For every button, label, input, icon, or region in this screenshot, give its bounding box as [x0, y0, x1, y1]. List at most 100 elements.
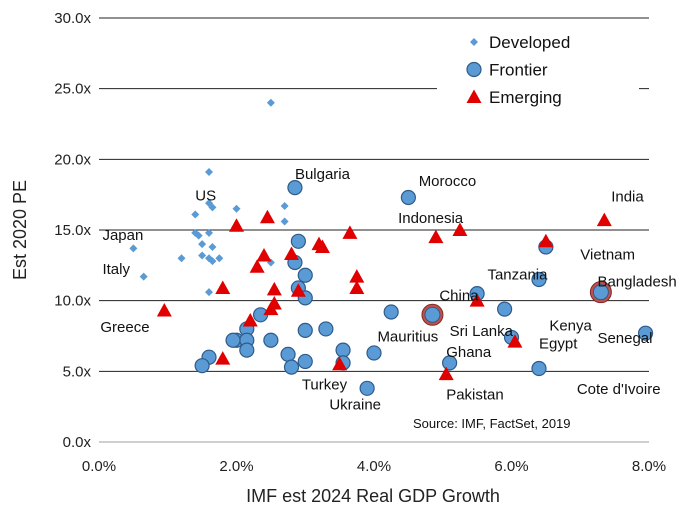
legend-label-emerging: Emerging — [489, 88, 562, 107]
developed-point — [266, 98, 275, 107]
emerging-point — [215, 280, 231, 294]
developed-point — [205, 288, 213, 297]
developed-point — [215, 254, 224, 263]
country-label: Pakistan — [446, 387, 504, 404]
y-tick-label: 20.0x — [54, 151, 91, 168]
frontier-point — [239, 342, 255, 358]
country-label: India — [611, 189, 644, 206]
emerging-point — [284, 246, 299, 261]
grid-layer — [99, 17, 649, 372]
legend-label-frontier: Frontier — [489, 61, 548, 80]
emerging-point — [242, 312, 258, 327]
developed-point — [205, 228, 213, 237]
developed-point — [280, 217, 289, 226]
frontier-point — [531, 360, 547, 377]
frontier-point — [280, 346, 296, 362]
country-label: Tanzania — [487, 266, 548, 283]
frontier-point — [287, 180, 303, 196]
frontier-point — [263, 332, 279, 348]
country-label: Bulgaria — [295, 166, 351, 183]
emerging-point — [263, 301, 279, 316]
emerging-point — [249, 259, 265, 273]
developed-point — [194, 231, 203, 240]
frontier-point — [318, 321, 334, 337]
country-label: Senegal — [597, 330, 652, 347]
country-label: China — [439, 288, 479, 305]
emerging-point — [256, 247, 272, 262]
frontier-point — [497, 301, 513, 317]
x-axis-title: IMF est 2024 Real GDP Growth — [246, 486, 500, 506]
frontier-point — [297, 322, 313, 338]
emerging-point — [229, 218, 244, 232]
developed-point — [232, 204, 241, 213]
legend: Developed Frontier Emerging — [437, 26, 639, 110]
country-label: Bangladesh — [597, 274, 676, 291]
emerging-point — [507, 334, 523, 348]
x-tick-label: 8.0% — [632, 458, 666, 475]
frontier-point — [531, 271, 547, 288]
y-tick-label: 25.0x — [54, 81, 91, 98]
frontier-point — [297, 353, 313, 370]
legend-marker-frontier — [466, 61, 482, 78]
emerging-point — [452, 222, 468, 236]
developed-point — [208, 203, 217, 212]
developed-point — [208, 257, 217, 266]
emerging-point — [428, 229, 444, 244]
country-label: Italy — [102, 261, 130, 278]
frontier-point — [335, 342, 351, 358]
country-label: Morocco — [419, 173, 477, 190]
y-tick-label: 0.0x — [63, 434, 92, 451]
developed-point — [177, 254, 186, 263]
country-label: Japan — [102, 227, 143, 244]
frontier-point — [290, 233, 306, 249]
country-label: Cote d'Ivoire — [577, 381, 661, 398]
emerging-point — [469, 293, 485, 307]
emerging-point — [215, 351, 231, 365]
source-note: Source: IMF, FactSet, 2019 — [413, 416, 571, 431]
axis-layer: 0.0x 5.0x 10.0x 15.0x 20.0x 25.0x 30.0x 0.0% 2.0… — [54, 10, 666, 475]
developed-point — [208, 242, 217, 251]
country-label: Kenya — [549, 317, 592, 334]
highlight-marker — [424, 306, 441, 323]
emerging-point — [438, 366, 454, 381]
country-label: Vietnam — [580, 247, 635, 264]
emerging-point — [290, 283, 306, 297]
developed-point — [139, 272, 148, 281]
country-label: Ukraine — [329, 396, 381, 413]
frontier-point — [383, 304, 399, 320]
x-tick-label: 2.0% — [219, 458, 253, 475]
y-tick-label: 30.0x — [54, 10, 91, 27]
emerging-point — [349, 280, 365, 294]
country-label: Mauritius — [377, 329, 438, 346]
emerging-point — [332, 356, 348, 371]
frontier-point — [442, 355, 458, 371]
y-axis-title: Est 2020 PE — [10, 180, 30, 280]
annotation-layer: Bulgaria US Japan Italy Greece Morocco Indones… — [100, 166, 676, 413]
emerging-point — [342, 225, 358, 239]
emerging-point — [349, 269, 365, 283]
country-label: Sri Lanka — [450, 323, 514, 340]
developed-point — [129, 244, 138, 253]
y-tick-label: 15.0x — [54, 222, 91, 239]
emerging-point — [156, 303, 172, 317]
x-tick-label: 4.0% — [357, 458, 391, 475]
frontier-point — [400, 189, 416, 206]
emerging-point — [314, 239, 330, 253]
developed-point — [205, 168, 213, 177]
frontier-point — [194, 358, 210, 374]
country-label: Indonesia — [398, 210, 464, 227]
frontier-point — [359, 380, 375, 396]
x-tick-label: 0.0% — [82, 458, 116, 475]
country-label: US — [195, 187, 216, 204]
y-tick-label: 5.0x — [63, 363, 92, 380]
emerging-point — [259, 209, 275, 224]
emerging-point — [596, 212, 612, 227]
country-label: Greece — [100, 319, 149, 336]
legend-marker-developed — [470, 38, 478, 46]
emerging-point — [538, 233, 554, 248]
developed-point — [280, 201, 289, 210]
highlight-marker — [592, 284, 609, 301]
y-tick-label: 10.0x — [54, 293, 91, 310]
